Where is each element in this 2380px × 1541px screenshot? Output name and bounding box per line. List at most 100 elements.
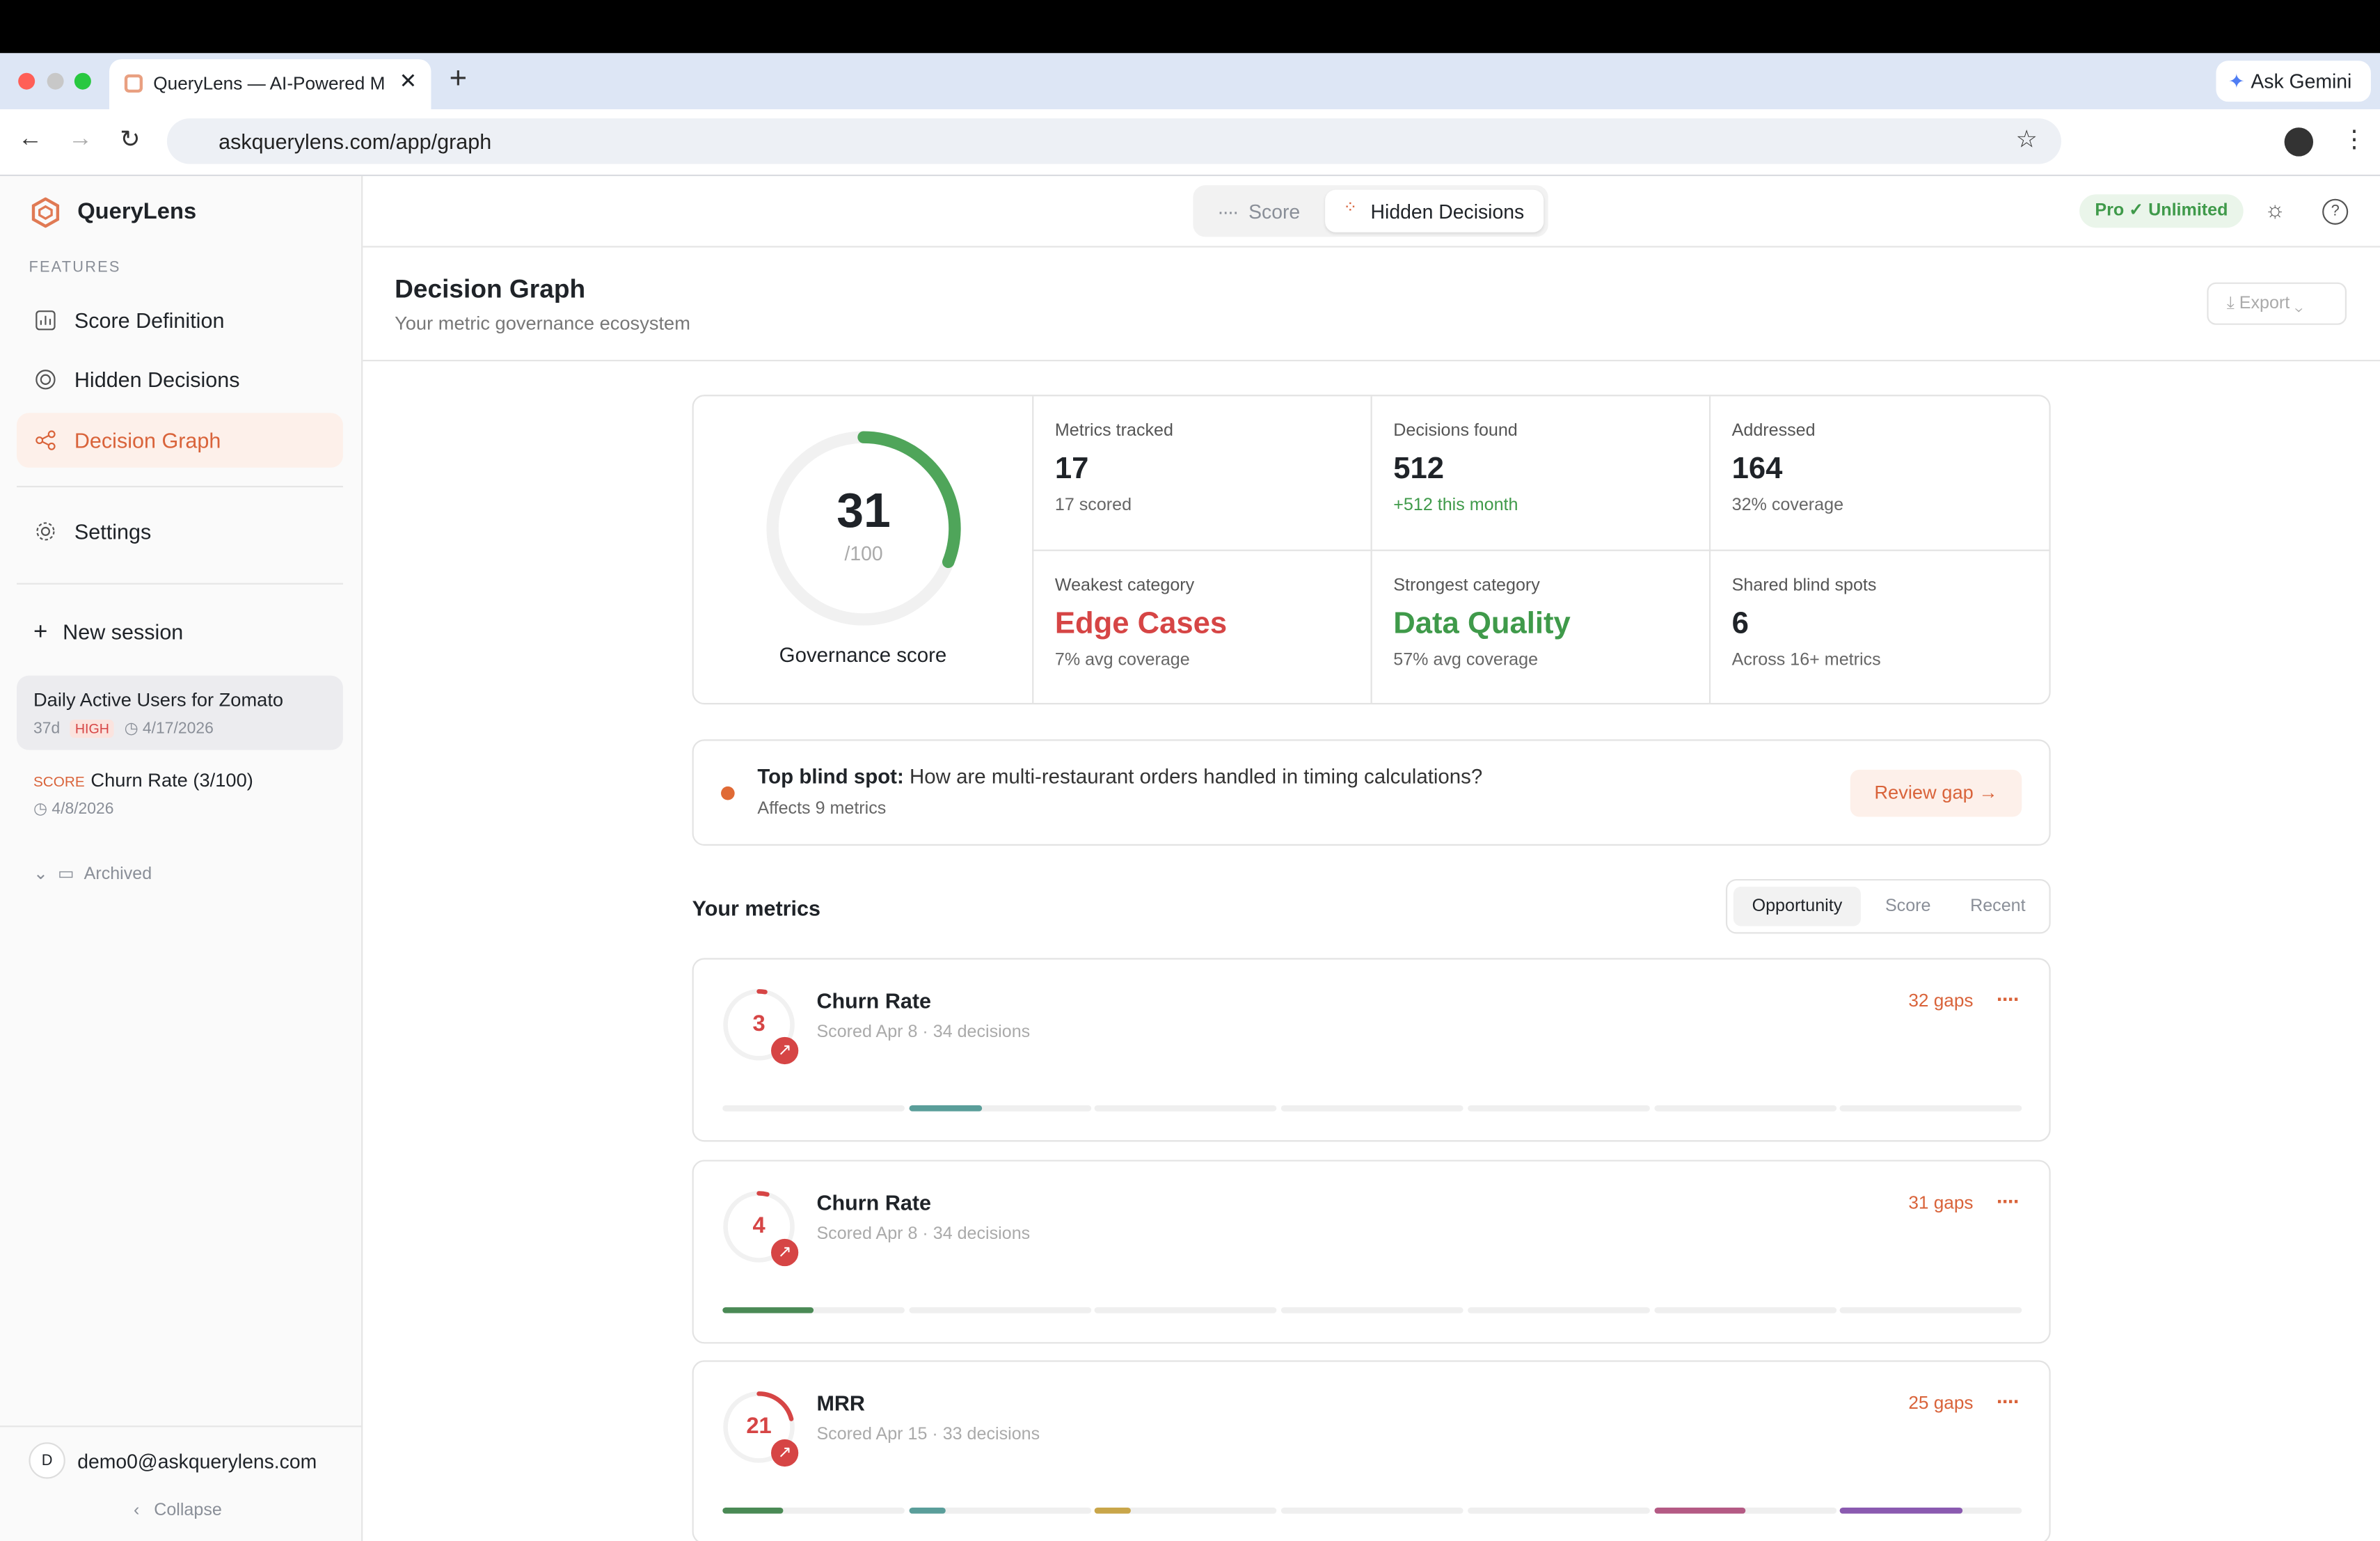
ask-gemini[interactable]: ✦ Ask Gemini: [2216, 61, 2371, 102]
archived[interactable]: ⌄ ▭ Archived: [33, 865, 152, 884]
nav-label: Decision Graph: [74, 428, 221, 453]
session-item[interactable]: SCORE Churn Rate (3/100) ◷ 4/8/2026: [33, 769, 253, 819]
session-date: 4/8/2026: [51, 800, 114, 819]
blind-spot-card: Top blind spot: How are multi-restaurant…: [692, 739, 2051, 846]
export-label: Export: [2239, 294, 2290, 313]
metric-meta: Scored Apr 8 · 34 decisions: [816, 1224, 1031, 1243]
metric-gaps: 32 gaps: [1908, 990, 1974, 1011]
blind-spot-label: Top blind spot:: [757, 765, 904, 789]
metric-name: Churn Rate: [816, 988, 932, 1013]
review-gap-button[interactable]: Review gap →: [1850, 769, 2022, 817]
stat-value: Edge Cases: [1054, 607, 1228, 641]
page-title: Decision Graph: [395, 274, 586, 304]
stat-value: Data Quality: [1393, 607, 1571, 641]
session-age: 37d: [33, 719, 61, 738]
coverage-segment: [908, 1306, 1091, 1313]
review-gap-label: Review gap: [1874, 782, 1974, 803]
plan-badge: Pro ✓ Unlimited: [2079, 194, 2244, 228]
metric-gauge: [723, 989, 795, 1061]
view-tab-label: Score: [1248, 200, 1301, 223]
stat: Strongest category Data Quality 57% avg co…: [1393, 577, 1571, 670]
stat-label: Metrics tracked: [1054, 422, 1173, 441]
nav-item-active[interactable]: Decision Graph: [16, 413, 343, 468]
nav-label: Score Definition: [74, 308, 225, 333]
coverage-segment: [1467, 1508, 1650, 1514]
tab-title: QueryLens — AI-Powered Me: [153, 72, 384, 95]
url-text: askquerylens.com/app/graph: [219, 129, 492, 154]
stat-label: Shared blind spots: [1731, 576, 1877, 596]
new-session[interactable]: + New session: [33, 619, 184, 646]
page-subtitle: Your metric governance ecosystem: [395, 313, 690, 334]
browser-tab[interactable]: QueryLens — AI-Powered Me ✕: [109, 59, 431, 110]
nav-item[interactable]: Settings: [17, 504, 343, 559]
sort-option-active[interactable]: Opportunity: [1733, 886, 1862, 926]
coverage-segment: [1839, 1306, 2022, 1313]
coverage-segment: [1839, 1105, 2022, 1112]
stat-note: 17 scored: [1054, 496, 1132, 515]
metric-card[interactable]: 3 ↗ Churn Rate Scored Apr 8 · 34 decisio…: [692, 958, 2051, 1142]
view-tab[interactable]: ···· Score: [1217, 200, 1301, 223]
stat-note: Across 16+ metrics: [1731, 651, 1881, 670]
stat-label: Weakest category: [1054, 576, 1195, 596]
coverage-segment: [1839, 1508, 2022, 1514]
view-tab-active[interactable]: ⁘ Hidden Decisions: [1325, 189, 1544, 232]
nav-item[interactable]: Hidden Decisions: [17, 352, 343, 407]
metric-card[interactable]: 21 ↗ MRR Scored Apr 15 · 33 decisions 25…: [692, 1360, 2051, 1541]
coverage-segment: [1095, 1105, 1278, 1112]
coverage-segment: [722, 1105, 905, 1112]
session-item[interactable]: Daily Active Users for Zomato 37d HIGH ◷…: [16, 675, 343, 750]
sort-option[interactable]: Score: [1885, 897, 1931, 916]
score-gauge: [766, 431, 961, 626]
new-session-label: New session: [63, 619, 184, 644]
coverage-segment: [722, 1508, 905, 1514]
more-menu[interactable]: ····: [1996, 986, 2020, 1011]
metric-gaps: 31 gaps: [1908, 1191, 1974, 1212]
ask-gemini-label: Ask Gemini: [2251, 70, 2352, 93]
metric-score: 3: [752, 1011, 765, 1037]
blind-spot-affects: Affects 9 metrics: [757, 800, 887, 819]
sort-option[interactable]: Recent: [1970, 897, 2026, 916]
url-field[interactable]: askquerylens.com/app/graph ☆: [166, 118, 2061, 164]
stat-value: 164: [1731, 452, 1783, 487]
more-menu[interactable]: ····: [1996, 1187, 2020, 1212]
coverage-segment: [908, 1105, 1091, 1112]
coverage-segment: [722, 1306, 905, 1313]
session-tag: SCORE: [33, 774, 85, 791]
stat-label: Decisions found: [1393, 422, 1518, 441]
nav-item[interactable]: Score Definition: [17, 293, 343, 348]
metric-score: 4: [752, 1212, 765, 1238]
stat: Addressed 164 32% coverage: [1732, 422, 1843, 514]
metric-card[interactable]: 4 ↗ Churn Rate Scored Apr 8 · 34 decisio…: [692, 1159, 2051, 1343]
blind-spot-text: How are multi-restaurant orders handled …: [910, 765, 1483, 789]
gauge-arc: [723, 1391, 795, 1463]
metrics-title: Your metrics: [692, 895, 820, 920]
stat-label: Addressed: [1731, 422, 1816, 441]
stat: Metrics tracked 17 17 scored: [1055, 422, 1173, 514]
metric-gauge: [723, 1190, 795, 1262]
section-label: FEATURES: [29, 259, 121, 276]
coverage-segment: [908, 1508, 1091, 1514]
stat-note: 7% avg coverage: [1054, 651, 1190, 670]
stat-note: +512 this month: [1393, 496, 1518, 515]
stat: Shared blind spots 6 Across 16+ metrics: [1732, 577, 1881, 670]
avatar: D: [29, 1442, 65, 1479]
coverage-segment: [1281, 1105, 1463, 1112]
stat-value: 512: [1393, 452, 1445, 487]
more-menu[interactable]: ····: [1996, 1389, 2020, 1414]
stat: Decisions found 512 +512 this month: [1393, 422, 1518, 514]
archived-label: Archived: [84, 865, 152, 884]
stat-note: 32% coverage: [1731, 496, 1844, 515]
coverage-segment: [1095, 1508, 1278, 1514]
nav-label: Settings: [74, 519, 152, 544]
gauge-arc: [723, 989, 795, 1061]
collapse-label: Collapse: [154, 1501, 222, 1520]
screen-bar: [0, 0, 2380, 54]
session-title: Churn Rate (3/100): [90, 769, 253, 791]
coverage-segment: [1467, 1105, 1650, 1112]
collapse[interactable]: ‹ Collapse: [133, 1501, 222, 1520]
session-title: Daily Active Users for Zomato: [33, 689, 284, 711]
export-button[interactable]: ⤓ Export ⌄: [2207, 282, 2347, 325]
coverage-segment: [1095, 1306, 1278, 1313]
